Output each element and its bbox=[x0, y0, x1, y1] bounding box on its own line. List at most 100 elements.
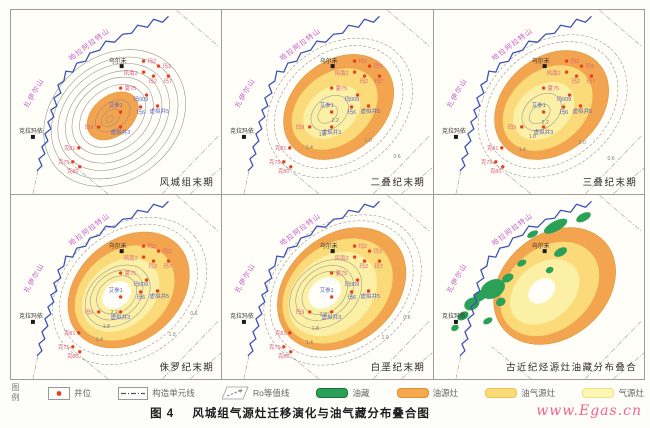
structural-unit-line bbox=[373, 135, 430, 194]
oil-reservoir-patch bbox=[516, 259, 526, 267]
structural-unit-line bbox=[387, 10, 430, 47]
well-marker bbox=[97, 125, 101, 129]
town-label: 乌尔禾 bbox=[109, 242, 127, 250]
inner-contour-line bbox=[302, 271, 348, 315]
well-label: 玛9 bbox=[296, 308, 305, 316]
inner-contour-line bbox=[311, 95, 349, 131]
well-marker bbox=[493, 160, 498, 164]
structural-unit-line bbox=[243, 170, 250, 194]
well-marker bbox=[579, 64, 583, 68]
watermark: www.Egas.cn bbox=[536, 403, 642, 419]
structural-unit-line bbox=[279, 161, 320, 194]
well-label: 玛2 bbox=[149, 262, 158, 270]
contour-value-label: 1.0 bbox=[168, 332, 175, 338]
legend-item-ro-contour: Ro等值线 bbox=[221, 386, 289, 400]
well-label: 虚拟井3 bbox=[111, 128, 130, 136]
well-marker bbox=[166, 74, 171, 78]
well-label: 虚拟井5 bbox=[150, 292, 169, 300]
well-label: 夏75 bbox=[336, 85, 348, 92]
panel-title: 三叠纪末期 bbox=[582, 177, 637, 189]
well-marker bbox=[330, 295, 334, 299]
overmature-center-zone bbox=[527, 278, 555, 304]
ro-contour-line bbox=[51, 56, 179, 180]
panel-title: 白垩纪末期 bbox=[371, 362, 426, 374]
well-label: 克81 bbox=[64, 145, 76, 152]
town-label: 乌尔禾 bbox=[531, 57, 549, 65]
town-label: 乌尔禾 bbox=[531, 242, 549, 250]
well-label: 克80 bbox=[278, 168, 290, 175]
well-marker bbox=[353, 255, 357, 259]
well-marker bbox=[118, 125, 123, 129]
well-marker bbox=[118, 110, 123, 114]
town-marker bbox=[542, 64, 547, 69]
structural-unit-line bbox=[455, 170, 461, 194]
ro-contour-line bbox=[477, 34, 628, 178]
well-marker bbox=[578, 104, 582, 108]
structural-unit-line bbox=[190, 352, 222, 379]
well-label: 玛7 bbox=[375, 262, 384, 270]
ro-contour-line bbox=[71, 76, 154, 156]
well-label: 克75 bbox=[269, 344, 281, 351]
well-marker bbox=[151, 259, 156, 263]
contour-value-label: 1.0 bbox=[382, 335, 389, 341]
well-marker bbox=[141, 59, 146, 63]
structural-unit-line bbox=[176, 10, 219, 47]
well-marker bbox=[363, 259, 367, 263]
contour-value-label: 1.8 bbox=[103, 324, 110, 330]
ro-contour-line bbox=[52, 217, 208, 365]
mountain-label: 扎伊尔山 bbox=[444, 261, 468, 294]
structural-unit-line bbox=[162, 135, 219, 194]
ro-contour-line bbox=[266, 37, 414, 179]
well-marker bbox=[378, 259, 382, 263]
map-panel-3: 哈拉阿拉特山 扎伊尔山 2.2 1.8 1.4 1.0 0.6 乌尔禾 克拉玛依 玛2 玛3 风南2 玛… bbox=[433, 10, 644, 194]
structural-unit-line bbox=[162, 320, 219, 379]
well-marker bbox=[138, 290, 143, 294]
town-marker bbox=[242, 134, 247, 139]
well-label: 风南2 bbox=[546, 69, 560, 77]
structural-unit-line bbox=[584, 320, 642, 379]
well-label: 玛009 bbox=[134, 280, 149, 288]
mountain-label: 哈拉阿拉特山 bbox=[67, 211, 112, 248]
well-marker bbox=[118, 310, 123, 314]
well-label: 克81 bbox=[486, 145, 498, 152]
well-label: 玛009 bbox=[556, 95, 571, 103]
well-marker bbox=[330, 125, 334, 129]
oil-reservoir-patch bbox=[553, 247, 567, 257]
mountain-front-line bbox=[36, 200, 169, 357]
contour-value-label: 2.2 bbox=[111, 310, 118, 316]
well-label: 虚拟井5 bbox=[361, 107, 380, 115]
contour-value-label: 1.4 bbox=[306, 340, 313, 346]
well-marker bbox=[541, 110, 546, 114]
well-marker bbox=[567, 93, 571, 97]
well-label: 虚拟井3 bbox=[322, 313, 341, 321]
mountain-label: 扎伊尔山 bbox=[22, 261, 46, 294]
contour-value-label: 1.4 bbox=[96, 337, 103, 343]
mountain-front-line bbox=[247, 15, 381, 172]
well-marker bbox=[330, 310, 334, 314]
well-marker bbox=[71, 160, 75, 164]
well-label: 克80 bbox=[278, 353, 290, 360]
well-label: 玛6 bbox=[137, 293, 146, 301]
town-label: 乌尔禾 bbox=[320, 242, 338, 250]
town-marker bbox=[330, 249, 335, 254]
well-marker bbox=[77, 331, 81, 335]
well-marker bbox=[289, 165, 293, 169]
well-label: 玛7 bbox=[586, 77, 595, 85]
well-label: 艾参1 bbox=[320, 286, 334, 294]
figure-number: 图 4 bbox=[150, 408, 175, 420]
well-marker bbox=[144, 278, 149, 282]
town-label: 克拉玛依 bbox=[442, 127, 466, 135]
well-marker bbox=[288, 146, 292, 150]
figure-caption: 图 4 风城组气源灶迁移演化与油气藏分布叠合图 bbox=[0, 405, 650, 421]
town-label: 克拉玛依 bbox=[19, 127, 43, 135]
well-marker bbox=[589, 74, 593, 78]
structural-unit-line bbox=[491, 161, 531, 194]
well-label: 玛6 bbox=[137, 108, 146, 116]
well-marker bbox=[499, 146, 504, 150]
structural-unit-line bbox=[401, 352, 433, 379]
overmature-center-zone bbox=[102, 281, 132, 309]
well-marker bbox=[151, 74, 156, 78]
structural-unit-line bbox=[68, 346, 108, 379]
well-label: 玛2 bbox=[149, 77, 158, 85]
well-label: 玛009 bbox=[345, 280, 360, 288]
